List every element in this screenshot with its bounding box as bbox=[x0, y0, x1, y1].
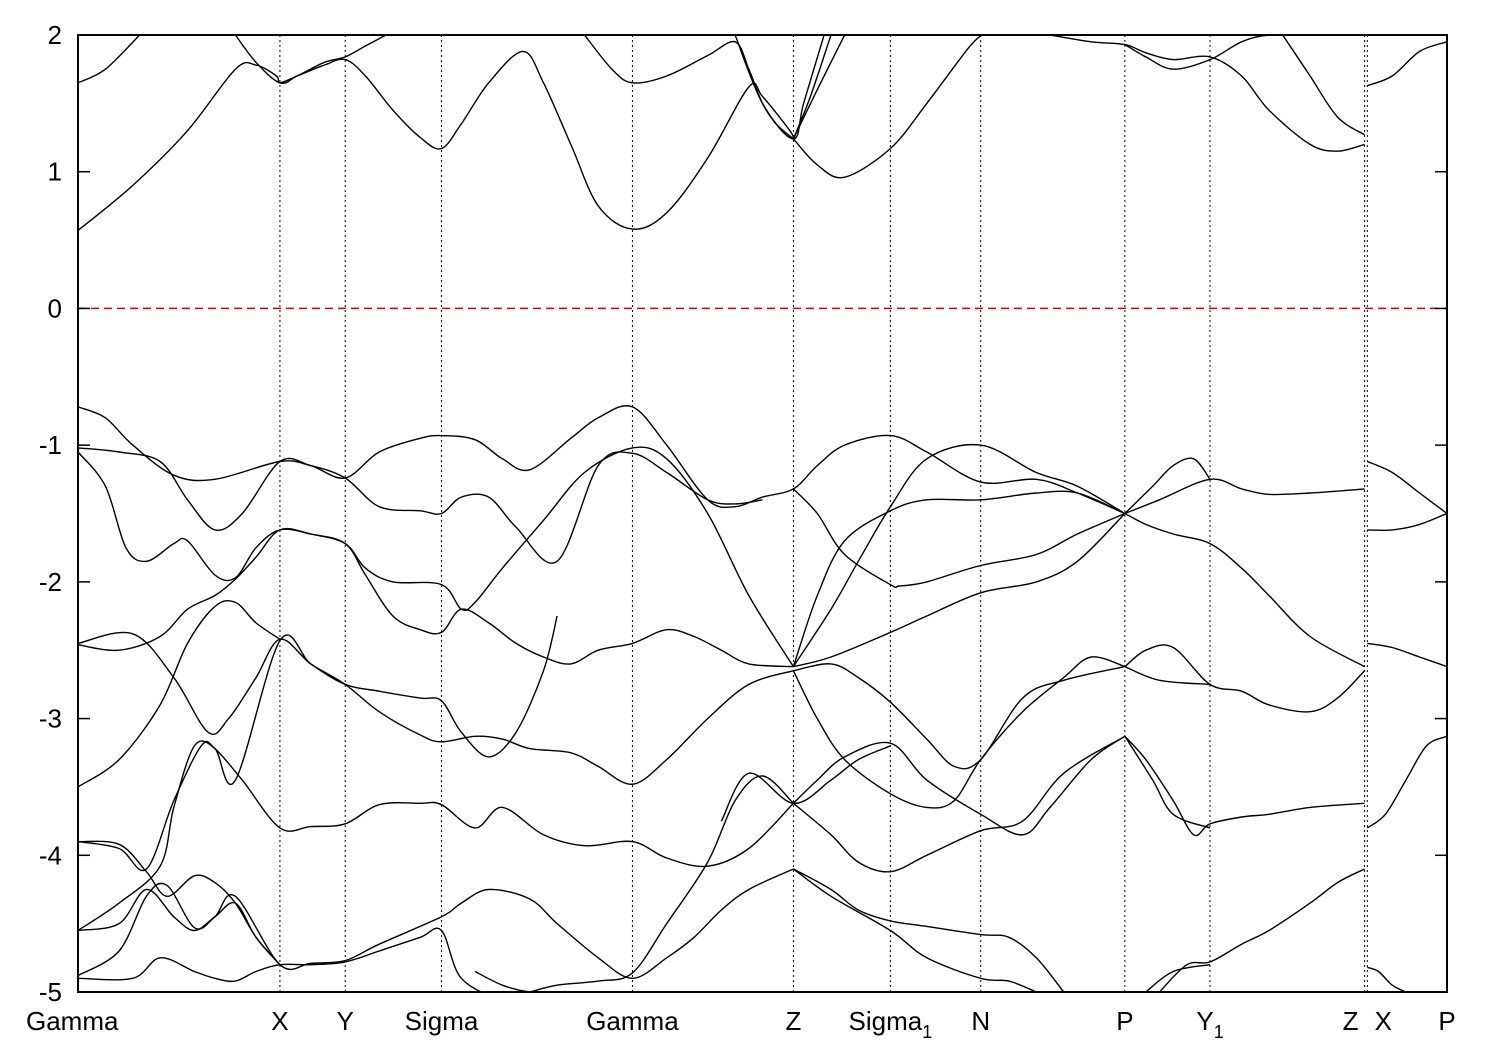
y-tick-label: 1 bbox=[48, 157, 62, 187]
band-line-29 bbox=[793, 663, 1126, 770]
band-line-3 bbox=[583, 35, 794, 140]
band-line-20 bbox=[78, 868, 794, 980]
band-line-41 bbox=[1124, 735, 1365, 837]
band-line-36 bbox=[1124, 512, 1365, 668]
bands-layer bbox=[78, 35, 1447, 992]
x-tick-label: Z bbox=[785, 1006, 801, 1036]
band-line-7 bbox=[734, 35, 825, 140]
band-line-23 bbox=[78, 888, 281, 966]
band-line-6 bbox=[792, 35, 832, 140]
band-line-19 bbox=[78, 634, 794, 932]
y-tick-label: -5 bbox=[39, 977, 62, 1007]
x-tick-label: P bbox=[1438, 1006, 1455, 1036]
x-axis-ticks: Gamma X Y Sigma Gamma Z Sigma1 N P Y1 Z X P bbox=[26, 1006, 1456, 1042]
band-line-35 bbox=[720, 745, 891, 822]
x-tick-label: X bbox=[1375, 1006, 1392, 1036]
band-line-43 bbox=[1159, 868, 1365, 992]
band-line-32 bbox=[792, 735, 1126, 873]
band-line-44 bbox=[1145, 964, 1211, 992]
x-tick-label: Y1 bbox=[1196, 1006, 1223, 1042]
band-line-25 bbox=[792, 490, 1126, 667]
y-tick-label: 0 bbox=[48, 293, 62, 323]
band-line-34 bbox=[792, 868, 1037, 992]
y-tick-label: -2 bbox=[39, 567, 62, 597]
band-line-1 bbox=[78, 50, 795, 232]
x-tick-label: X bbox=[271, 1006, 288, 1036]
band-line-18 bbox=[78, 740, 794, 872]
band-line-30 bbox=[792, 656, 1126, 809]
band-line-47 bbox=[1367, 642, 1447, 668]
band-line-46 bbox=[1367, 512, 1447, 531]
band-line-21 bbox=[78, 775, 794, 992]
band-line-26 bbox=[792, 443, 1126, 667]
y-tick-label: -1 bbox=[39, 430, 62, 460]
x-tick-label: P bbox=[1116, 1006, 1133, 1036]
band-line-49 bbox=[1367, 966, 1407, 992]
band-line-31 bbox=[792, 735, 1126, 836]
band-line-42 bbox=[1124, 735, 1211, 829]
band-line-40 bbox=[1124, 665, 1211, 686]
x-tick-label: N bbox=[971, 1006, 990, 1036]
x-tick-label: Sigma bbox=[405, 1006, 479, 1036]
band-line-38 bbox=[1124, 457, 1211, 514]
band-line-0 bbox=[78, 35, 141, 84]
band-line-10 bbox=[1282, 35, 1365, 136]
y-axis-ticks: -5 -4 -3 -2 -1 0 1 2 bbox=[39, 20, 1447, 1007]
band-line-12 bbox=[78, 405, 1126, 515]
band-line-45 bbox=[1367, 460, 1447, 515]
x-tick-label: Sigma1 bbox=[849, 1006, 933, 1042]
band-line-4 bbox=[792, 35, 983, 179]
x-tick-label: Z bbox=[1343, 1006, 1359, 1036]
band-line-11 bbox=[1367, 41, 1447, 87]
band-line-33 bbox=[793, 868, 1065, 992]
band-line-17 bbox=[78, 599, 281, 788]
x-tick-label: Gamma bbox=[586, 1006, 679, 1036]
band-line-28 bbox=[793, 513, 1126, 668]
band-line-9 bbox=[1124, 35, 1311, 70]
plot-frame bbox=[77, 34, 1448, 993]
band-line-24 bbox=[474, 970, 558, 992]
x-tick-label: Y bbox=[337, 1006, 354, 1036]
band-line-13 bbox=[78, 447, 763, 564]
band-line-15 bbox=[78, 527, 794, 668]
y-tick-label: -3 bbox=[39, 704, 62, 734]
y-tick-label: -4 bbox=[39, 840, 62, 870]
band-line-14 bbox=[78, 446, 794, 667]
band-line-37 bbox=[1124, 478, 1365, 515]
band-line-16 bbox=[78, 615, 558, 758]
band-line-27 bbox=[792, 488, 1126, 589]
band-line-2 bbox=[234, 35, 387, 85]
band-line-8 bbox=[1049, 35, 1365, 152]
x-tick-label: Gamma bbox=[26, 1006, 119, 1036]
band-line-39 bbox=[1124, 644, 1366, 713]
y-tick-label: 2 bbox=[48, 20, 62, 50]
band-line-48 bbox=[1366, 735, 1447, 829]
